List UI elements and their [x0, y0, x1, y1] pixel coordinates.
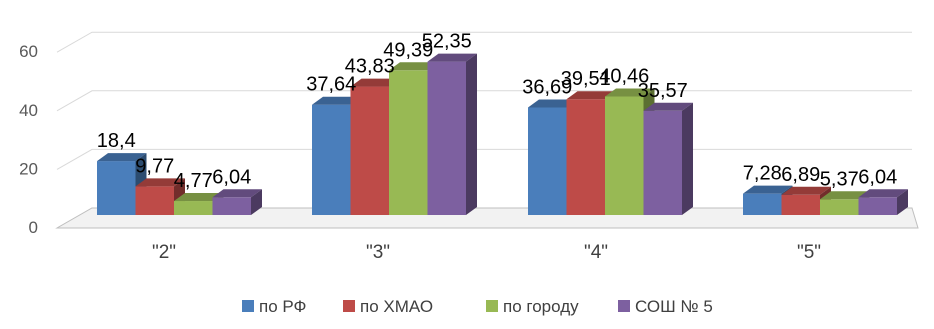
data-label: 6,04	[212, 166, 251, 188]
legend-swatch	[486, 300, 498, 312]
legend-label: по ХМАО	[360, 297, 433, 316]
data-label: 9,77	[135, 155, 174, 177]
bar	[427, 53, 477, 215]
bar	[858, 189, 908, 215]
data-label: 36,69	[522, 76, 572, 98]
data-label: 6,04	[858, 166, 897, 188]
x-tick-label: "2"	[152, 242, 176, 263]
legend-label: по городу	[503, 297, 579, 316]
x-tick-label: "4"	[584, 242, 608, 263]
data-labels: 18,49,774,77 6,0437,6443,8349,3952,3536,6…	[97, 31, 897, 192]
bar	[212, 189, 262, 215]
bars	[97, 53, 908, 216]
data-label: 40,46	[599, 65, 649, 87]
bar	[643, 102, 693, 215]
data-label: 39,51	[561, 68, 611, 90]
data-label: 4,77	[174, 170, 213, 192]
legend-label: по РФ	[259, 297, 306, 316]
data-label: 37,64	[306, 74, 356, 96]
legend-swatch	[343, 300, 355, 312]
x-tick-label: "5"	[797, 242, 821, 263]
legend-swatch	[618, 300, 630, 312]
data-label: 35,57	[638, 80, 688, 102]
legend-label: СОШ № 5	[635, 297, 713, 316]
data-label: 7,28	[743, 163, 782, 185]
legend-swatch	[242, 300, 254, 312]
y-tick-label: 40	[19, 101, 38, 120]
y-tick-label: 20	[19, 159, 38, 178]
data-label: 43,83	[345, 56, 395, 78]
axis: 0 20 40 60 "2" "3" "4" "5"	[19, 42, 821, 263]
grid	[55, 31, 919, 229]
gridline	[56, 90, 912, 112]
data-label: 49,39	[383, 39, 433, 61]
chart-floor	[55, 207, 919, 229]
data-label: 52,35	[422, 31, 472, 53]
gridline	[56, 31, 912, 53]
bar	[135, 178, 185, 215]
x-tick-label: "3"	[366, 242, 390, 263]
legend-item: по РФ	[242, 297, 306, 316]
data-label: 5,37	[820, 168, 859, 190]
legend-item: по городу	[486, 297, 579, 316]
legend: по РФ по ХМАО по городу СОШ № 5	[242, 297, 713, 316]
data-label: 6,89	[781, 164, 820, 186]
y-tick-label: 0	[29, 218, 38, 237]
y-tick-label: 60	[19, 42, 38, 61]
data-label: 18,4	[97, 130, 136, 152]
legend-item: по ХМАО	[343, 297, 433, 316]
legend-item: СОШ № 5	[618, 297, 713, 316]
